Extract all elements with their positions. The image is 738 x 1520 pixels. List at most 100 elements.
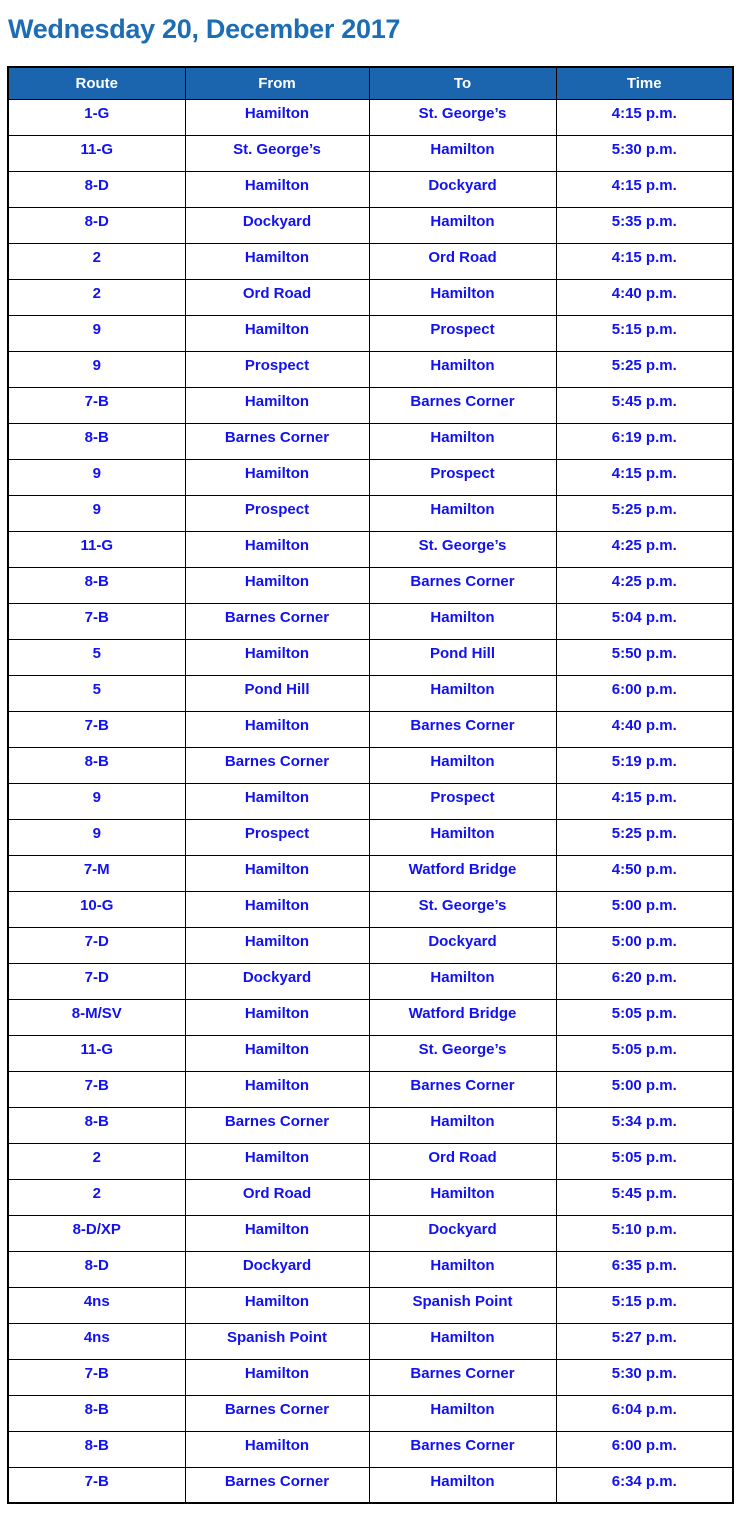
cell-from: Hamilton [184, 1358, 370, 1396]
column-header-to: To [368, 66, 557, 100]
table-row: 8-B Barnes Corner Hamilton 6:19 p.m. [7, 422, 734, 460]
cell-to: St. George’s [368, 890, 557, 928]
table-row: 8-D/XP Hamilton Dockyard 5:10 p.m. [7, 1214, 734, 1252]
cell-from: Dockyard [184, 962, 370, 1000]
cell-from: Hamilton [184, 1142, 370, 1180]
table-row: 7-B Hamilton Barnes Corner 5:00 p.m. [7, 1070, 734, 1108]
cell-to: Hamilton [368, 206, 557, 244]
cell-to: Hamilton [368, 962, 557, 1000]
table-row: 7-D Dockyard Hamilton 6:20 p.m. [7, 962, 734, 1000]
cell-to: Prospect [368, 782, 557, 820]
cell-to: Hamilton [368, 278, 557, 316]
cell-time: 5:05 p.m. [555, 998, 734, 1036]
cell-route: 4ns [7, 1322, 186, 1360]
cell-to: Hamilton [368, 746, 557, 784]
cell-time: 5:27 p.m. [555, 1322, 734, 1360]
cell-to: St. George’s [368, 530, 557, 568]
table-row: 9 Prospect Hamilton 5:25 p.m. [7, 818, 734, 856]
cell-from: Hamilton [184, 1034, 370, 1072]
cell-route: 11-G [7, 530, 186, 568]
cell-route: 9 [7, 818, 186, 856]
cell-route: 1-G [7, 98, 186, 136]
cell-from: Hamilton [184, 854, 370, 892]
cell-to: Dockyard [368, 170, 557, 208]
table-row: 5 Pond Hill Hamilton 6:00 p.m. [7, 674, 734, 712]
cell-to: Watford Bridge [368, 998, 557, 1036]
cell-route: 10-G [7, 890, 186, 928]
table-row: 9 Prospect Hamilton 5:25 p.m. [7, 350, 734, 388]
cell-time: 6:35 p.m. [555, 1250, 734, 1288]
cell-route: 8-M/SV [7, 998, 186, 1036]
cell-route: 9 [7, 314, 186, 352]
table-row: 11-G St. George’s Hamilton 5:30 p.m. [7, 134, 734, 172]
table-row: 4ns Spanish Point Hamilton 5:27 p.m. [7, 1322, 734, 1360]
cell-time: 5:45 p.m. [555, 386, 734, 424]
cell-from: Hamilton [184, 242, 370, 280]
cell-to: Dockyard [368, 1214, 557, 1252]
cell-route: 2 [7, 1142, 186, 1180]
table-row: 10-G Hamilton St. George’s 5:00 p.m. [7, 890, 734, 928]
cell-time: 5:30 p.m. [555, 134, 734, 172]
cell-time: 5:50 p.m. [555, 638, 734, 676]
column-header-from: From [184, 66, 370, 100]
cell-time: 5:00 p.m. [555, 926, 734, 964]
cell-from: Barnes Corner [184, 422, 370, 460]
table-row: 9 Hamilton Prospect 4:15 p.m. [7, 458, 734, 496]
table-row: 8-D Dockyard Hamilton 6:35 p.m. [7, 1250, 734, 1288]
cell-time: 4:15 p.m. [555, 458, 734, 496]
cell-route: 4ns [7, 1286, 186, 1324]
cell-time: 5:00 p.m. [555, 1070, 734, 1108]
cell-route: 2 [7, 278, 186, 316]
cell-from: Hamilton [184, 1214, 370, 1252]
cell-time: 5:15 p.m. [555, 314, 734, 352]
cell-from: Dockyard [184, 1250, 370, 1288]
table-row: 8-B Barnes Corner Hamilton 5:34 p.m. [7, 1106, 734, 1144]
cell-from: Prospect [184, 350, 370, 388]
table-row: 7-B Hamilton Barnes Corner 4:40 p.m. [7, 710, 734, 748]
cell-time: 4:15 p.m. [555, 782, 734, 820]
cell-from: Barnes Corner [184, 602, 370, 640]
cell-from: Pond Hill [184, 674, 370, 712]
cell-to: Barnes Corner [368, 1430, 557, 1468]
cell-from: Barnes Corner [184, 1394, 370, 1432]
cell-route: 9 [7, 494, 186, 532]
schedule-table: Route From To Time 1-G Hamilton St. George’s 4… [7, 66, 734, 1504]
cell-from: Prospect [184, 494, 370, 532]
table-row: 2 Hamilton Ord Road 5:05 p.m. [7, 1142, 734, 1180]
cell-route: 5 [7, 674, 186, 712]
cell-time: 6:20 p.m. [555, 962, 734, 1000]
table-row: 2 Ord Road Hamilton 4:40 p.m. [7, 278, 734, 316]
table-row: 8-B Barnes Corner Hamilton 6:04 p.m. [7, 1394, 734, 1432]
cell-to: Pond Hill [368, 638, 557, 676]
cell-time: 4:50 p.m. [555, 854, 734, 892]
table-row: 2 Hamilton Ord Road 4:15 p.m. [7, 242, 734, 280]
cell-route: 7-B [7, 1466, 186, 1504]
table-row: 9 Hamilton Prospect 4:15 p.m. [7, 782, 734, 820]
cell-route: 2 [7, 242, 186, 280]
cell-time: 4:25 p.m. [555, 530, 734, 568]
cell-to: Barnes Corner [368, 566, 557, 604]
cell-route: 5 [7, 638, 186, 676]
cell-time: 4:15 p.m. [555, 98, 734, 136]
table-row: 11-G Hamilton St. George’s 4:25 p.m. [7, 530, 734, 568]
cell-from: Ord Road [184, 1178, 370, 1216]
cell-route: 8-D [7, 1250, 186, 1288]
cell-route: 9 [7, 350, 186, 388]
table-header: Route From To Time [7, 66, 734, 100]
cell-time: 5:00 p.m. [555, 890, 734, 928]
cell-time: 5:04 p.m. [555, 602, 734, 640]
table-row: 1-G Hamilton St. George’s 4:15 p.m. [7, 98, 734, 136]
cell-time: 5:15 p.m. [555, 1286, 734, 1324]
cell-time: 6:19 p.m. [555, 422, 734, 460]
cell-route: 11-G [7, 1034, 186, 1072]
cell-to: Ord Road [368, 242, 557, 280]
cell-to: Barnes Corner [368, 1358, 557, 1396]
cell-from: Hamilton [184, 1430, 370, 1468]
cell-from: Hamilton [184, 314, 370, 352]
cell-to: Dockyard [368, 926, 557, 964]
cell-from: Hamilton [184, 638, 370, 676]
cell-to: Prospect [368, 458, 557, 496]
table-row: 9 Prospect Hamilton 5:25 p.m. [7, 494, 734, 532]
cell-time: 5:35 p.m. [555, 206, 734, 244]
table-row: 8-B Hamilton Barnes Corner 6:00 p.m. [7, 1430, 734, 1468]
